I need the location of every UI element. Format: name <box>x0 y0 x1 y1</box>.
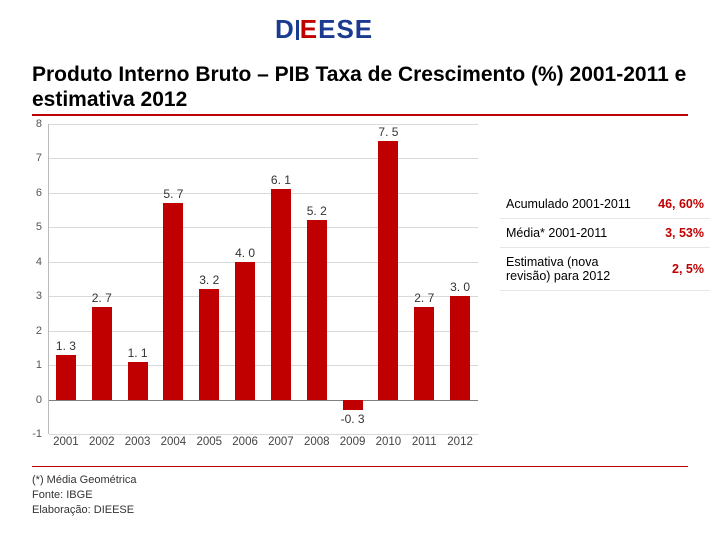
y-tick: 4 <box>20 256 42 268</box>
x-tick: 2009 <box>340 436 366 448</box>
bar: 2. 7 <box>414 124 434 434</box>
bar-value-label: 4. 0 <box>235 246 255 260</box>
x-tick: 2001 <box>53 436 79 448</box>
pib-chart: -1012345678 1. 32. 71. 15. 73. 24. 06. 1… <box>20 124 490 464</box>
x-tick: 2005 <box>196 436 222 448</box>
y-tick: 7 <box>20 152 42 164</box>
x-tick: 2004 <box>161 436 187 448</box>
x-tick: 2003 <box>125 436 151 448</box>
bar: 1. 1 <box>128 124 148 434</box>
y-tick: 5 <box>20 221 42 233</box>
logo: DEESE <box>275 14 373 45</box>
table-row: Média* 2001-20113, 53% <box>500 219 710 248</box>
y-tick: -1 <box>20 428 42 440</box>
table-row: Estimativa (nova revisão) para 20122, 5% <box>500 248 710 291</box>
bar-value-label: 5. 2 <box>307 204 327 218</box>
bar: 2. 7 <box>92 124 112 434</box>
x-tick: 2002 <box>89 436 115 448</box>
y-tick: 1 <box>20 359 42 371</box>
bar-value-label: 2. 7 <box>414 291 434 305</box>
bar-value-label: 2. 7 <box>92 291 112 305</box>
x-tick: 2012 <box>447 436 473 448</box>
row-value: 3, 53% <box>652 219 710 248</box>
bar-value-label: 1. 3 <box>56 339 76 353</box>
bar-value-label: 3. 2 <box>199 273 219 287</box>
bar: 4. 0 <box>235 124 255 434</box>
y-tick: 2 <box>20 325 42 337</box>
bar: 7. 5 <box>378 124 398 434</box>
bar: 3. 2 <box>199 124 219 434</box>
bar: 1. 3 <box>56 124 76 434</box>
bar: 5. 7 <box>163 124 183 434</box>
y-tick: 8 <box>20 118 42 130</box>
row-label: Estimativa (nova revisão) para 2012 <box>500 248 652 291</box>
bar-value-label: 1. 1 <box>128 346 148 360</box>
bar-value-label: 7. 5 <box>378 125 398 139</box>
bar-value-label: 3. 0 <box>450 280 470 294</box>
footnote: (*) Média GeométricaFonte: IBGEElaboraçã… <box>32 466 688 518</box>
row-label: Média* 2001-2011 <box>500 219 652 248</box>
row-value: 2, 5% <box>652 248 710 291</box>
y-tick: 3 <box>20 290 42 302</box>
y-tick: 0 <box>20 394 42 406</box>
bar-value-label: -0. 3 <box>341 412 365 426</box>
page-title: Produto Interno Bruto – PIB Taxa de Cres… <box>32 62 688 116</box>
bar: 6. 1 <box>271 124 291 434</box>
x-tick: 2007 <box>268 436 294 448</box>
bar: -0. 3 <box>343 124 363 434</box>
x-tick: 2006 <box>232 436 258 448</box>
row-label: Acumulado 2001-2011 <box>500 190 652 219</box>
bar-value-label: 5. 7 <box>163 187 183 201</box>
x-tick: 2008 <box>304 436 330 448</box>
x-tick: 2011 <box>412 436 437 448</box>
y-tick: 6 <box>20 187 42 199</box>
x-tick: 2010 <box>376 436 402 448</box>
summary-table: Acumulado 2001-201146, 60%Média* 2001-20… <box>500 190 710 291</box>
row-value: 46, 60% <box>652 190 710 219</box>
bar: 5. 2 <box>307 124 327 434</box>
bar-value-label: 6. 1 <box>271 173 291 187</box>
table-row: Acumulado 2001-201146, 60% <box>500 190 710 219</box>
bar: 3. 0 <box>450 124 470 434</box>
